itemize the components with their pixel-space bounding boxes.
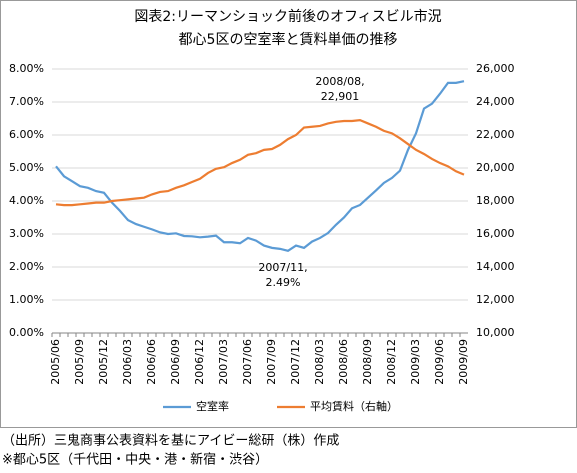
y2-tick-label: 14,000: [476, 260, 515, 273]
y2-tick-label: 26,000: [476, 62, 515, 75]
y-tick-label: 7.00%: [9, 95, 44, 108]
x-tick-label: 2009/03: [409, 339, 422, 385]
annotation-line: 2008/08,: [315, 75, 364, 88]
y2-tick-label: 22,000: [476, 128, 515, 141]
y-tick-label: 5.00%: [9, 161, 44, 174]
x-tick-label: 2008/09: [361, 339, 374, 385]
x-tick-label: 2006/09: [169, 339, 182, 385]
annotation-line: 22,901: [321, 90, 360, 103]
x-tick-label: 2005/06: [49, 339, 62, 385]
x-tick-label: 2008/06: [337, 339, 350, 385]
annotation: 2008/08, 22,901: [315, 75, 364, 103]
x-tick-label: 2007/09: [265, 339, 278, 385]
x-tick-label: 2005/12: [97, 339, 110, 385]
y-tick-label: 1.00%: [9, 293, 44, 306]
y-tick-label: 3.00%: [9, 227, 44, 240]
x-tick-label: 2006/03: [121, 339, 134, 385]
y2-tick-label: 18,000: [476, 194, 515, 207]
x-tick-label: 2008/03: [313, 339, 326, 385]
x-tick-label: 2006/12: [193, 339, 206, 385]
chart-title: 図表2:リーマンショック前後のオフィスビル市況: [134, 8, 441, 25]
x-tick-label: 2009/09: [457, 339, 470, 385]
x-tick-label: 2007/12: [289, 339, 302, 385]
note: ※都心5区（千代田・中央・港・新宿・渋谷）: [2, 452, 268, 468]
y-tick-label: 6.00%: [9, 128, 44, 141]
line-series: [55, 80, 465, 253]
y-tick-label: 8.00%: [9, 62, 44, 75]
annotation-line: 2007/11,: [258, 261, 307, 274]
annotation: 2007/11, 2.49%: [258, 261, 307, 289]
y2-tick-label: 10,000: [476, 326, 515, 339]
x-tick-label: 2006/06: [145, 339, 158, 385]
y-tick-label: 4.00%: [9, 194, 44, 207]
annotation-line: 2.49%: [266, 276, 301, 289]
y-tick-label: 0.00%: [9, 326, 44, 339]
x-tick-label: 2008/12: [385, 339, 398, 385]
note: （出所）三鬼商事公表資料を基にアイビー総研（株）作成: [2, 433, 339, 449]
y2-tick-label: 12,000: [476, 293, 515, 306]
x-tick-label: 2007/03: [217, 339, 230, 385]
legend-label: 空室率: [196, 399, 229, 413]
x-tick-label: 2005/09: [73, 339, 86, 385]
legend-label: 平均賃料（右軸）: [310, 399, 398, 413]
y2-tick-label: 24,000: [476, 95, 515, 108]
y-tick-label: 2.00%: [9, 260, 44, 273]
y2-tick-label: 16,000: [476, 227, 515, 240]
line-series: [55, 119, 465, 207]
chart-subtitle: 都心5区の空室率と賃料単価の推移: [179, 31, 398, 48]
x-tick-label: 2007/06: [241, 339, 254, 385]
x-tick-label: 2009/06: [433, 339, 446, 385]
y2-tick-label: 20,000: [476, 161, 515, 174]
